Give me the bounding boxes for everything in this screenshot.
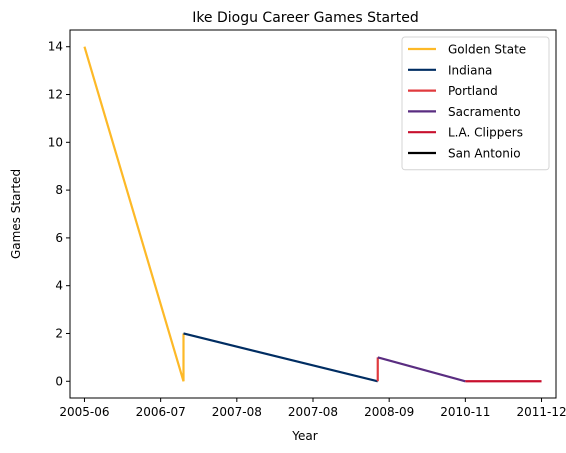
legend-label-1: Indiana: [448, 63, 492, 77]
y-tick-label: 6: [55, 231, 63, 245]
legend-box: [401, 36, 550, 171]
x-tick-label: 2006-07: [136, 405, 186, 419]
series-line-3: [377, 356, 466, 383]
legend: Golden State Indiana Portland Sacramento L.A…: [401, 36, 550, 171]
chart-title: Ike Diogu Career Games Started: [192, 10, 419, 26]
y-tick-label: 14: [48, 40, 63, 54]
y-tick-label: 10: [48, 135, 63, 149]
x-tick-label: 2005-06: [59, 405, 109, 419]
y-tick-label: 4: [55, 279, 63, 293]
x-tick-label: 2007-08: [288, 405, 338, 419]
y-tick-label: 8: [55, 183, 63, 197]
x-tick-label: 2007-08: [212, 405, 262, 419]
legend-label-3: Sacramento: [448, 105, 521, 119]
y-tick-label: 0: [55, 374, 63, 388]
legend-label-2: Portland: [448, 84, 498, 98]
x-axis-ticks: 2005-06 2006-07 2007-08 2007-08 2008-09 2010-…: [59, 398, 566, 419]
series-line-0: [83, 46, 185, 382]
y-axis-label: Games Started: [9, 169, 23, 259]
legend-label-4: L.A. Clippers: [448, 126, 523, 140]
y-axis-ticks: 0 2 4 6 8 10 12 14: [48, 40, 70, 388]
series-layer: [83, 46, 542, 383]
y-tick-label: 12: [48, 88, 63, 102]
x-axis-label: Year: [291, 429, 317, 443]
x-tick-label: 2008-09: [364, 405, 414, 419]
legend-label-5: San Antonio: [448, 147, 521, 161]
x-tick-label: 2011-12: [516, 405, 566, 419]
x-tick-label: 2010-11: [440, 405, 490, 419]
legend-label-0: Golden State: [448, 43, 526, 57]
series-line-1: [183, 332, 379, 383]
y-tick-label: 2: [55, 326, 63, 340]
